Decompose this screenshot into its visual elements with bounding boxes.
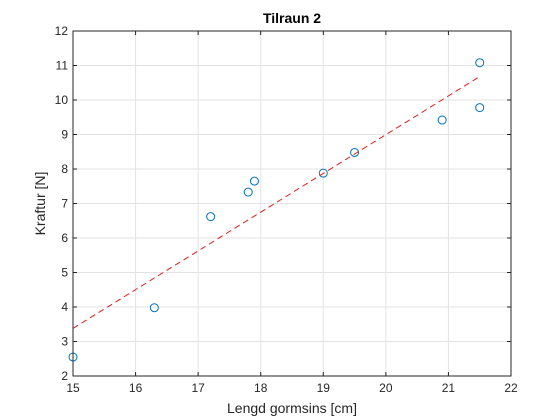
chart-title: Tilraun 2 <box>263 10 321 26</box>
y-axis-label: Kraftur [N] <box>32 172 48 236</box>
x-tick-label: 20 <box>379 381 393 395</box>
x-axis-label: Lengd gormsins [cm] <box>227 400 357 416</box>
y-tick-label: 2 <box>61 369 68 383</box>
y-tick-label: 7 <box>61 197 68 211</box>
y-tick-label: 6 <box>61 231 68 245</box>
x-tick-label: 17 <box>191 381 205 395</box>
x-tick-label: 18 <box>254 381 268 395</box>
y-tick-label: 3 <box>61 335 68 349</box>
y-tick-label: 5 <box>61 266 68 280</box>
y-tick-label: 10 <box>55 93 69 107</box>
y-tick-label: 4 <box>61 300 68 314</box>
x-tick-label: 15 <box>66 381 80 395</box>
y-tick-label: 11 <box>56 59 69 73</box>
y-tick-label: 8 <box>61 162 68 176</box>
y-tick-label: 9 <box>61 128 68 142</box>
x-tick-label: 21 <box>442 381 456 395</box>
y-tick-label: 12 <box>55 24 69 38</box>
x-tick-label: 22 <box>504 381 518 395</box>
x-tick-label: 19 <box>317 381 331 395</box>
x-tick-label: 16 <box>129 381 143 395</box>
